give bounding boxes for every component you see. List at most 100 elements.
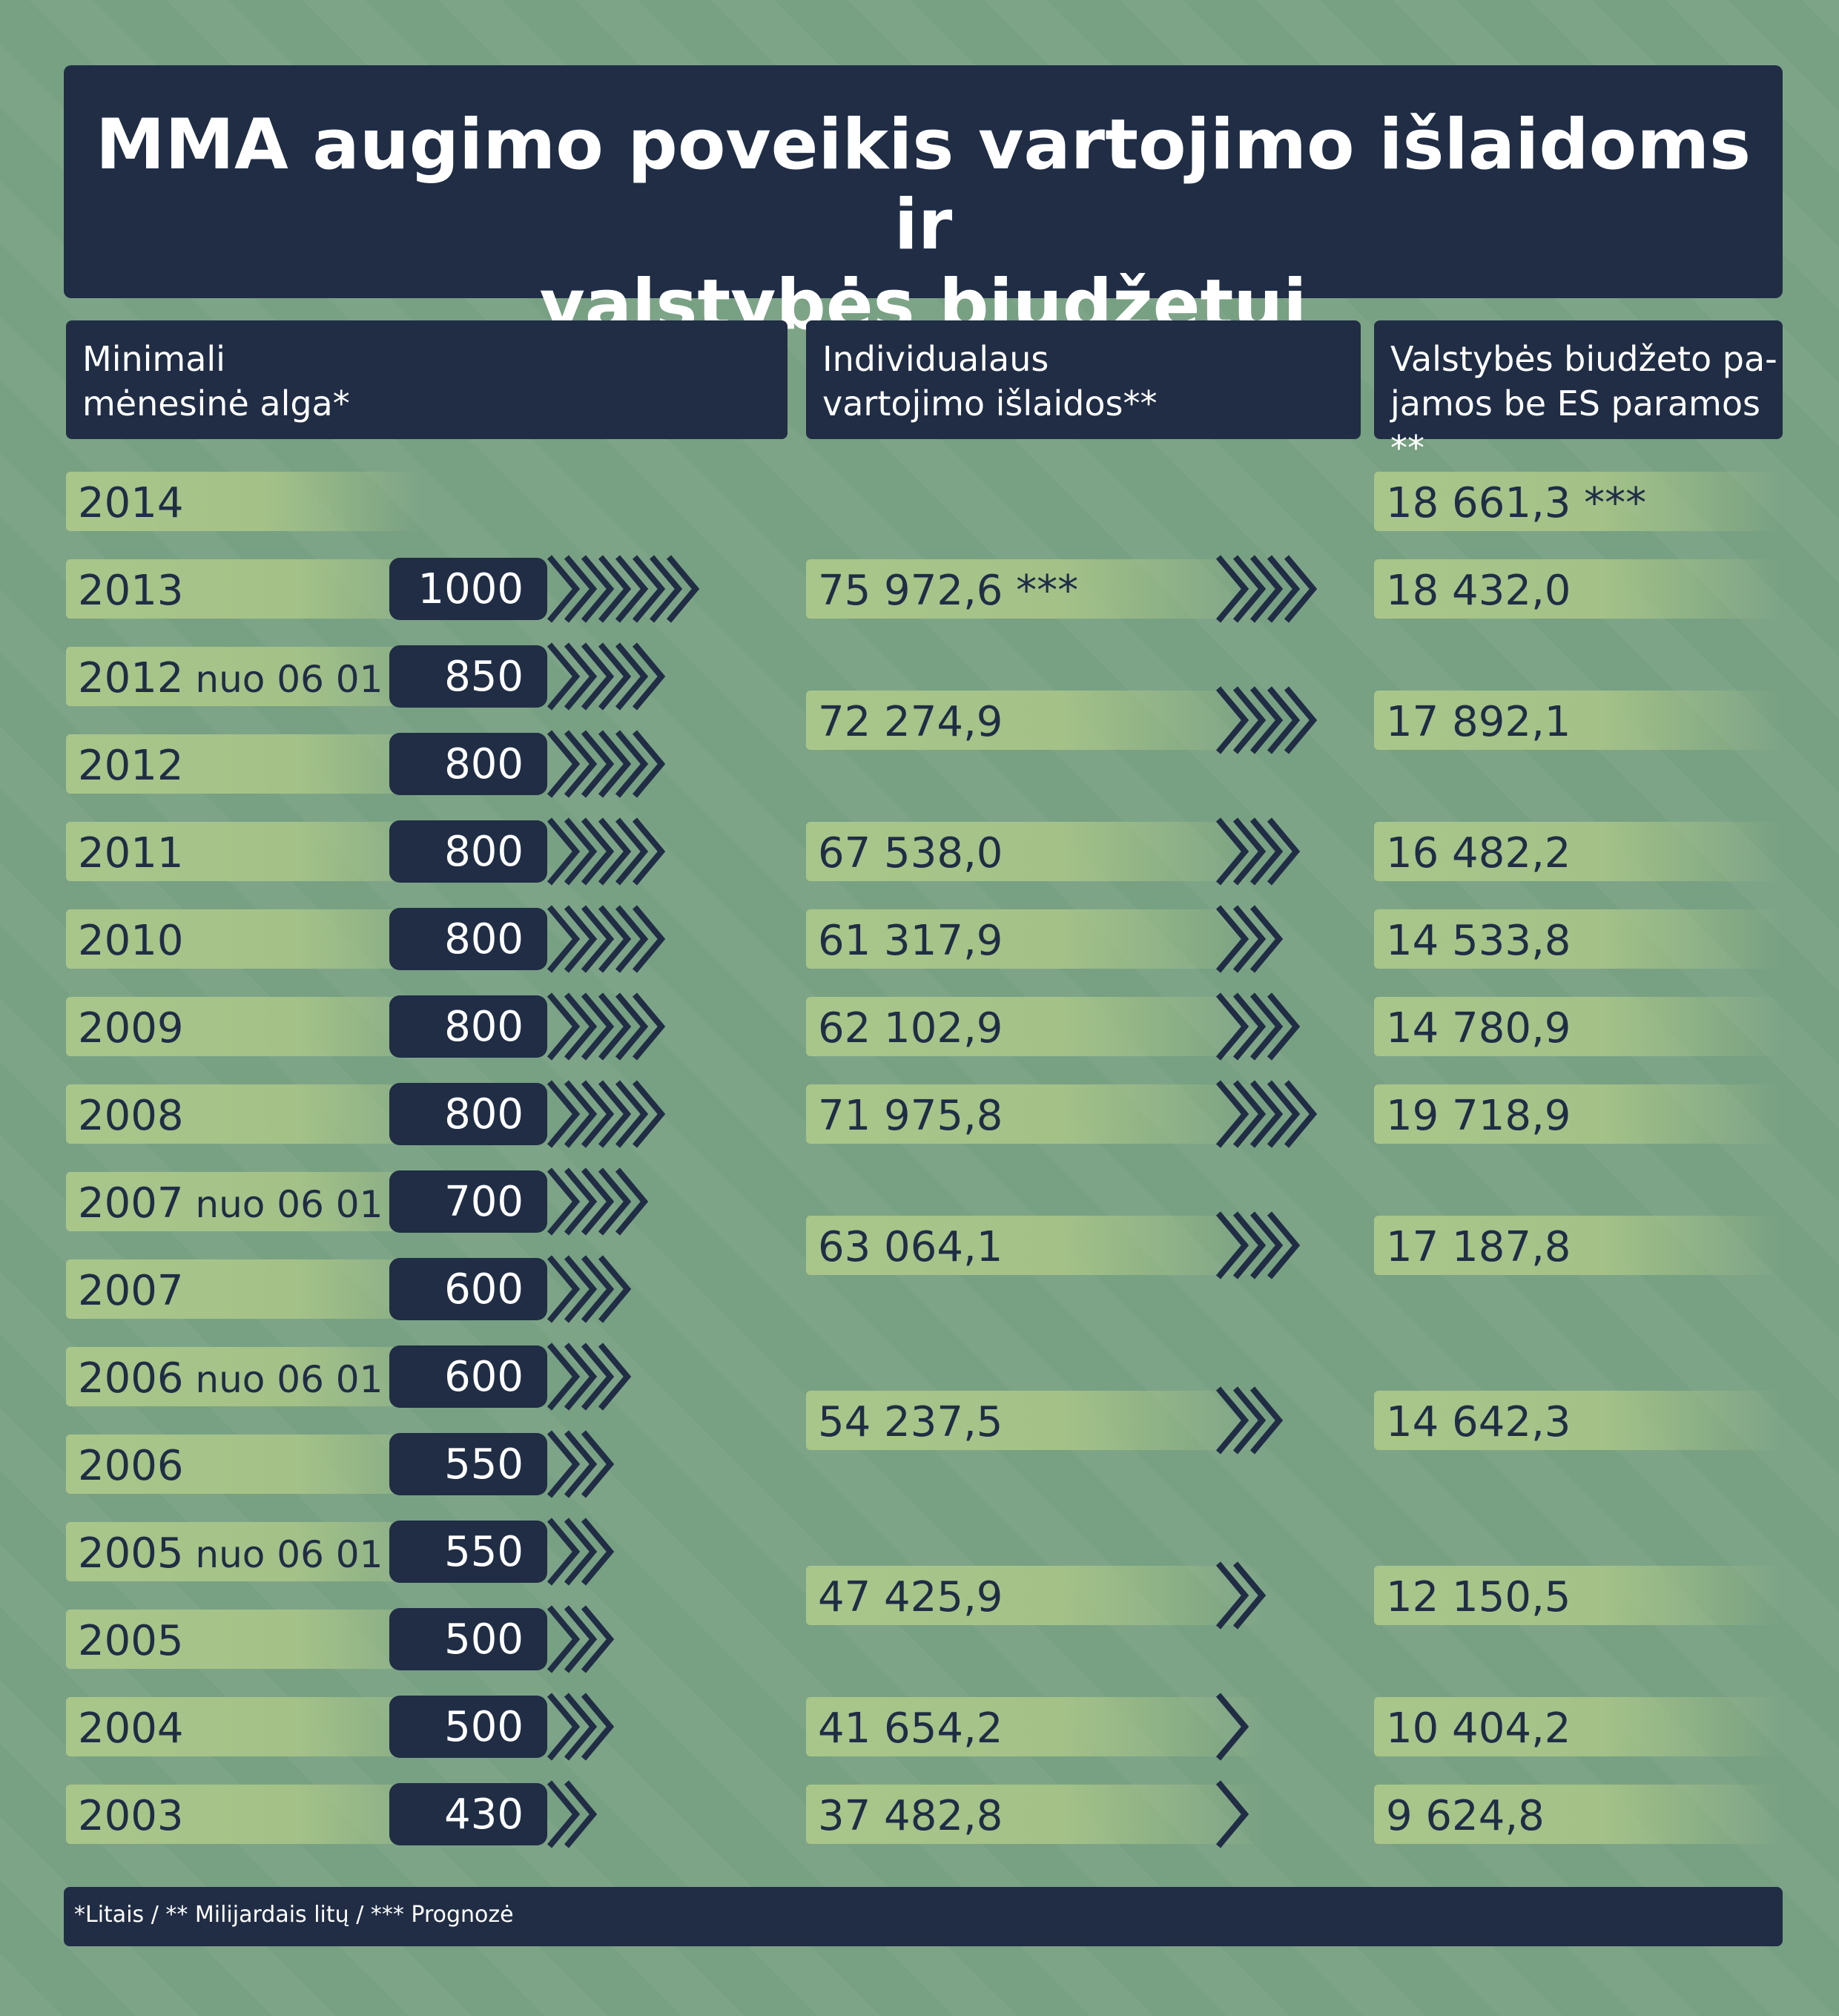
budget-row: 10 404,2 [1374, 1697, 1783, 1756]
consumption-arrow-mark [1232, 1080, 1267, 1148]
mma-arrow-mark [598, 1080, 632, 1148]
consumption-arrow-mark [1249, 905, 1284, 973]
consumption-value: 47 425,9 [818, 1573, 1003, 1621]
mma-value-box: 600 [389, 1258, 547, 1320]
consumption-value: 71 975,8 [818, 1092, 1003, 1140]
budget-value: 14 780,9 [1386, 1004, 1571, 1053]
mma-arrow [547, 1167, 649, 1236]
period-label: nuo 06 01 [183, 1358, 383, 1401]
budget-row-text: 18 432,0 [1386, 565, 1571, 617]
mma-arrow-mark [564, 817, 598, 886]
consumption-value: 41 654,2 [818, 1704, 1003, 1753]
mma-arrow-mark [598, 1255, 632, 1323]
mma-value-box: 800 [389, 1083, 547, 1145]
consumption-arrow-mark [1232, 905, 1267, 973]
mma-value: 800 [444, 915, 524, 963]
mma-value: 800 [444, 1003, 524, 1051]
consumption-row: 41 654,2 [806, 1697, 1266, 1756]
wage-row-year-text: 2009 [78, 1003, 184, 1055]
footnote-text: *Litais / ** Milijardais litų / *** Prog… [74, 1902, 514, 1928]
consumption-row-text: 75 972,6 *** [818, 565, 1078, 617]
year-label: 2014 [78, 479, 184, 527]
budget-value: 18 661,3 *** [1386, 479, 1647, 527]
mma-arrow-mark [598, 730, 632, 798]
consumption-arrow-mark [1284, 555, 1318, 623]
period-label: nuo 06 01 [183, 658, 383, 701]
consumption-arrow-mark [1232, 1386, 1267, 1455]
mma-arrow [547, 905, 666, 973]
consumption-row: 71 975,8 [806, 1084, 1266, 1144]
consumption-arrow-mark [1215, 1211, 1249, 1279]
year-label: 2005 [78, 1529, 184, 1578]
budget-row-text: 14 642,3 [1386, 1397, 1571, 1449]
consumption-row-text: 47 425,9 [818, 1572, 1003, 1624]
mma-value: 700 [444, 1178, 524, 1226]
mma-arrow-mark [547, 1693, 581, 1761]
consumption-arrow-mark [1267, 686, 1301, 754]
consumption-row: 63 064,1 [806, 1216, 1266, 1275]
consumption-row: 61 317,9 [806, 909, 1266, 969]
consumption-arrow-mark [1267, 992, 1301, 1061]
mma-value-box: 500 [389, 1608, 547, 1670]
mma-arrow-mark [666, 555, 700, 623]
mma-arrow-mark [615, 1080, 649, 1148]
mma-value-box: 500 [389, 1696, 547, 1758]
year-label: 2012 [78, 654, 184, 702]
mma-value-box: 800 [389, 908, 547, 970]
consumption-row: 67 538,0 [806, 822, 1266, 881]
year-label: 2013 [78, 567, 184, 615]
mma-arrow-mark [547, 1343, 581, 1411]
header-minimum-wage: Minimali mėnesinė alga* [66, 320, 788, 439]
mma-arrow-mark [547, 1780, 581, 1848]
consumption-arrow-mark [1215, 992, 1249, 1061]
mma-arrow-mark [615, 817, 649, 886]
wage-row-year-text: 2014 [78, 478, 184, 530]
header-consumption-label: Individualaus vartojimo išlaidos** [822, 339, 1158, 424]
budget-row-text: 14 780,9 [1386, 1003, 1571, 1055]
header-budget: Valstybės biudžeto pa- jamos be ES param… [1374, 320, 1783, 468]
mma-arrow [547, 555, 700, 623]
wage-row-year-text: 2008 [78, 1090, 184, 1142]
wage-row-year-text: 2004 [78, 1703, 184, 1755]
consumption-row-text: 63 064,1 [818, 1222, 1003, 1274]
budget-value: 12 150,5 [1386, 1573, 1571, 1621]
mma-value-box: 850 [389, 645, 547, 708]
consumption-row-text: 67 538,0 [818, 828, 1003, 880]
consumption-row: 75 972,6 *** [806, 559, 1266, 619]
consumption-arrow-mark [1267, 1211, 1301, 1279]
consumption-row-text: 62 102,9 [818, 1003, 1003, 1055]
mma-arrow-mark [564, 905, 598, 973]
mma-arrow-mark [598, 817, 632, 886]
wage-row-year-text: 2011 [78, 828, 184, 880]
mma-arrow-mark [581, 905, 615, 973]
page-title: MMA augimo poveikis vartojimo išlaidoms … [64, 105, 1783, 346]
mma-arrow-mark [632, 817, 666, 886]
mma-value-box: 800 [389, 820, 547, 883]
consumption-arrow-mark [1215, 1386, 1249, 1455]
budget-row: 12 150,5 [1374, 1566, 1783, 1625]
mma-arrow-mark [547, 992, 581, 1061]
budget-row-text: 18 661,3 *** [1386, 478, 1646, 530]
mma-arrow-mark [581, 1343, 615, 1411]
mma-arrow-mark [564, 992, 598, 1061]
consumption-arrow-mark [1249, 1080, 1284, 1148]
mma-arrow [547, 642, 666, 711]
mma-value-box: 550 [389, 1433, 547, 1495]
consumption-arrow-mark [1215, 905, 1249, 973]
mma-arrow-mark [598, 555, 632, 623]
budget-value: 17 187,8 [1386, 1223, 1571, 1271]
mma-arrow-mark [564, 1518, 598, 1586]
consumption-row-text: 72 274,9 [818, 696, 1003, 748]
consumption-value: 37 482,8 [818, 1792, 1003, 1840]
wage-row-year-text: 2006 [78, 1440, 184, 1492]
mma-arrow [547, 1343, 632, 1411]
mma-arrow-mark [581, 992, 615, 1061]
budget-value: 9 624,8 [1386, 1792, 1545, 1840]
consumption-arrow-mark [1215, 817, 1249, 886]
mma-value-box: 1000 [389, 558, 547, 620]
mma-value: 550 [444, 1440, 524, 1489]
year-label: 2012 [78, 742, 184, 790]
mma-arrow-mark [581, 642, 615, 711]
mma-arrow-mark [547, 730, 581, 798]
mma-arrow-mark [581, 1255, 615, 1323]
